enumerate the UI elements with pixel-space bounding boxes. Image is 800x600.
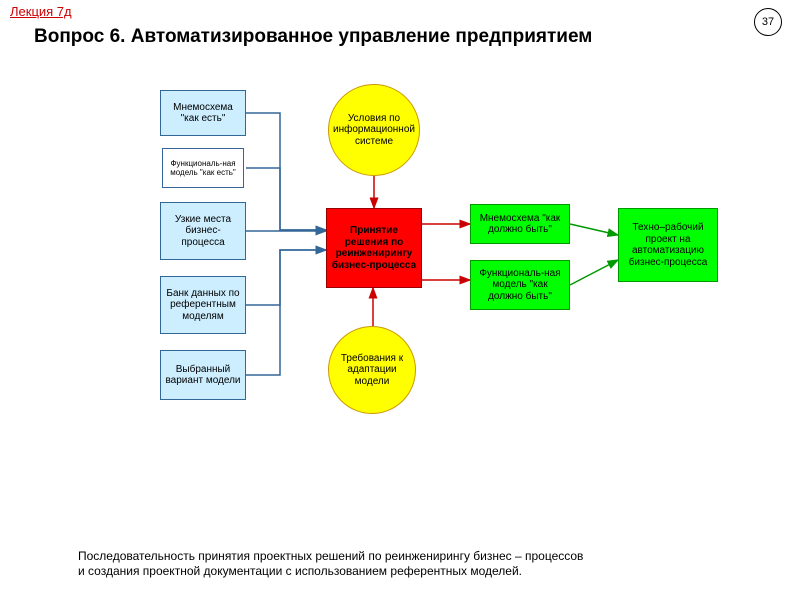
node-g3: Техно–рабочий проект на автоматизацию би… xyxy=(618,208,718,282)
edge-4 xyxy=(246,250,326,375)
edge-1 xyxy=(246,168,326,230)
node-n3: Узкие места бизнес-процесса xyxy=(160,202,246,260)
node-g1: Мнемосхема "как должно быть" xyxy=(470,204,570,244)
node-n2: Функциональ-ная модель "как есть" xyxy=(162,148,244,188)
page-number-badge: 37 xyxy=(754,8,782,36)
edge-10 xyxy=(570,260,618,285)
lecture-label: Лекция 7д xyxy=(10,4,72,19)
node-c2: Требования к адаптации модели xyxy=(328,326,416,414)
node-n5: Выбранный вариант модели xyxy=(160,350,246,400)
node-g2: Функциональ-ная модель "как должно быть" xyxy=(470,260,570,310)
page-title: Вопрос 6. Автоматизированное управление … xyxy=(34,26,592,48)
node-n4: Банк данных по референтным моделям xyxy=(160,276,246,334)
node-center: Принятие решения по реинженирингу бизнес… xyxy=(326,208,422,288)
edge-0 xyxy=(246,113,326,230)
page-number-text: 37 xyxy=(762,17,774,28)
edge-3 xyxy=(246,250,326,305)
footer-caption: Последовательность принятия проектных ре… xyxy=(78,549,740,580)
node-n1: Мнемосхема "как есть" xyxy=(160,90,246,136)
edge-9 xyxy=(570,224,618,235)
footer-line1: Последовательность принятия проектных ре… xyxy=(78,549,583,563)
flowchart-diagram: Мнемосхема "как есть" Функциональ-ная мод… xyxy=(0,80,800,520)
node-c1: Условия по информационной системе xyxy=(328,84,420,176)
footer-line2: и создания проектной документации с испо… xyxy=(78,564,522,578)
